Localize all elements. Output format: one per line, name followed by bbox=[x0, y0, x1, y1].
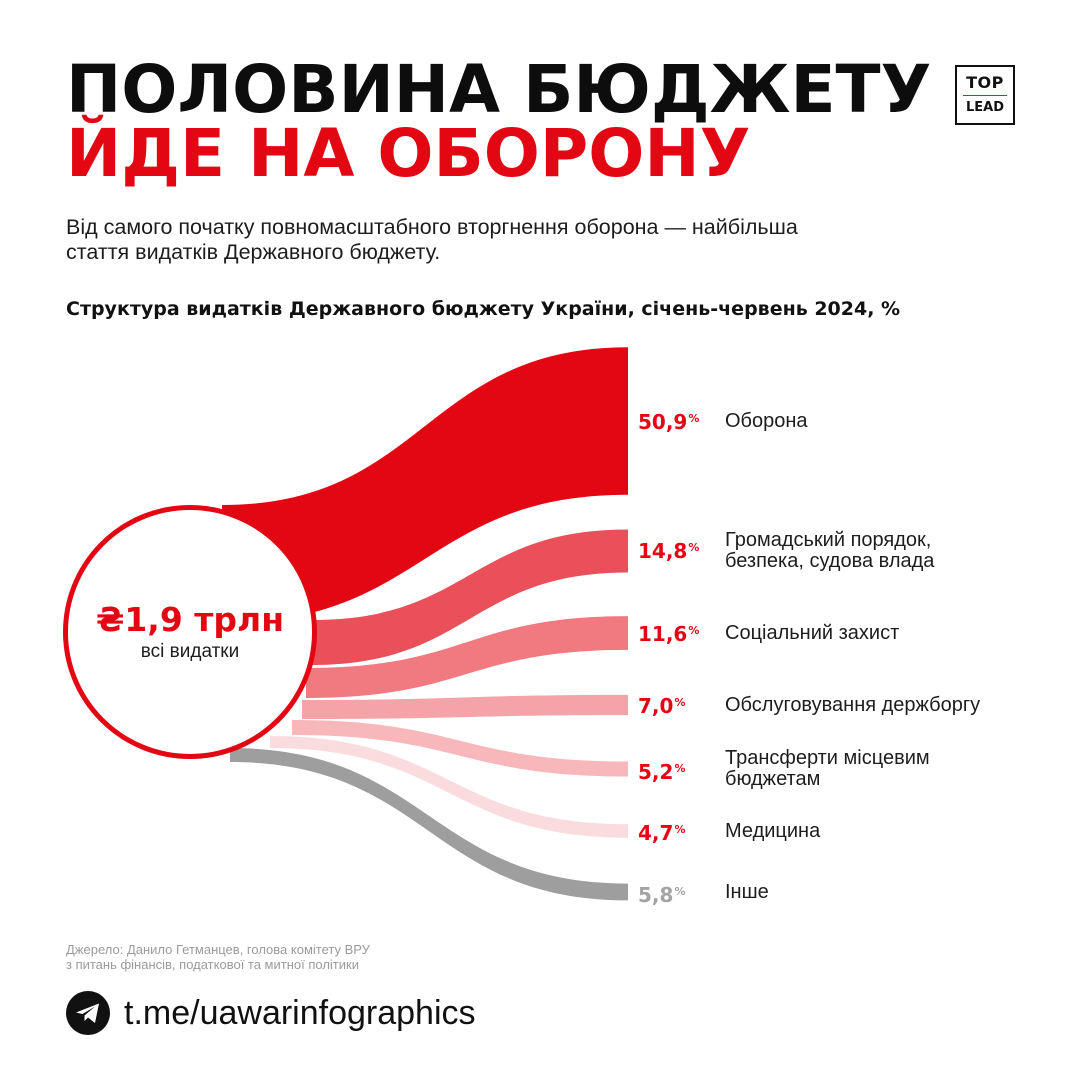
flow-label-3: Соціальний захист bbox=[725, 621, 900, 644]
total-circle: ₴1,9 трлн всі видатки bbox=[63, 505, 317, 759]
flow-label-4: Обслуговування держборгу bbox=[725, 693, 981, 716]
telegram-link[interactable]: t.me/uawarinfographics bbox=[124, 994, 476, 1032]
title-line-2: ЙДЕ НА ОБОРОНУ bbox=[66, 115, 751, 192]
top-lead-logo: TOP LEAD bbox=[955, 65, 1015, 125]
flow-label-2: Громадський порядок, безпека, судова влад… bbox=[725, 529, 935, 572]
flow-value-1: 50,9% bbox=[638, 410, 700, 434]
source-line-1: Джерело: Данило Гетманцев, голова коміте… bbox=[66, 942, 370, 957]
flow-value-6: 4,7% bbox=[638, 821, 686, 845]
flow-band-2 bbox=[312, 529, 628, 665]
flow-band-7 bbox=[230, 748, 628, 901]
flow-band-3 bbox=[306, 616, 628, 698]
telegram-icon bbox=[66, 991, 110, 1035]
flow-band-6 bbox=[270, 736, 628, 838]
subtitle: Від самого початку повномасштабного втор… bbox=[66, 215, 1006, 265]
total-caption: всі видатки bbox=[140, 641, 240, 662]
source-line-2: з питань фінансів, податкової та митної … bbox=[66, 957, 359, 972]
flow-band-1 bbox=[222, 347, 628, 623]
source-note: Джерело: Данило Гетманцев, голова коміте… bbox=[66, 942, 370, 972]
title-line-1: ПОЛОВИНА БЮДЖЕТУ bbox=[66, 51, 932, 128]
flow-band-4 bbox=[302, 694, 628, 719]
flow-value-5: 5,2% bbox=[638, 760, 686, 784]
logo-top-text: TOP bbox=[966, 73, 1004, 92]
total-amount: ₴1,9 трлн bbox=[95, 600, 285, 639]
flow-value-4: 7,0% bbox=[638, 694, 686, 718]
subtitle-line-1: Від самого початку повномасштабного втор… bbox=[66, 215, 798, 239]
flow-value-3: 11,6% bbox=[638, 622, 700, 646]
logo-divider bbox=[963, 95, 1007, 96]
flow-value-2: 14,8% bbox=[638, 539, 700, 563]
logo-bottom-text: LEAD bbox=[965, 100, 1005, 115]
page-title: ПОЛОВИНА БЮДЖЕТУ ЙДЕ НА ОБОРОНУ bbox=[66, 51, 932, 192]
chart-title: Структура видатків Державного бюджету Ук… bbox=[66, 298, 901, 320]
flow-label-1: Оборона bbox=[725, 409, 808, 432]
flow-label-7: Інше bbox=[725, 880, 769, 903]
flow-label-5: Трансферти місцевим бюджетам bbox=[725, 747, 930, 790]
flow-label-6: Медицина bbox=[725, 819, 821, 842]
flow-value-7: 5,8% bbox=[638, 883, 686, 907]
subtitle-line-2: стаття видатків Державного бюджету. bbox=[66, 240, 441, 264]
flow-band-5 bbox=[292, 720, 628, 777]
